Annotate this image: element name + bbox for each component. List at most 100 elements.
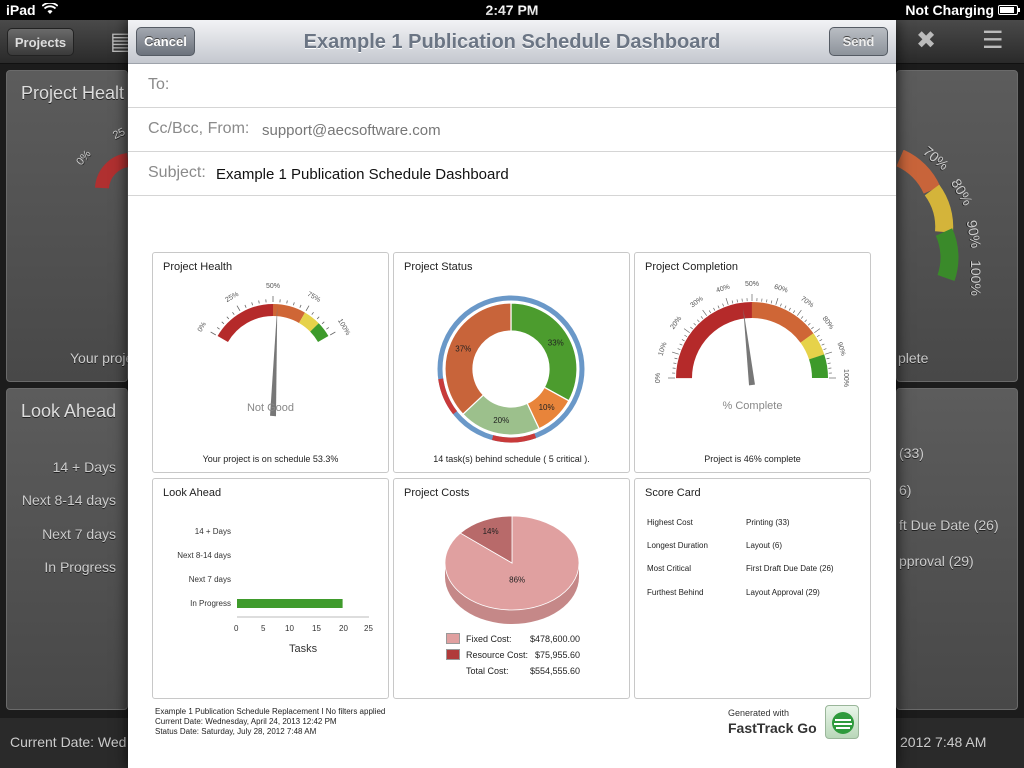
gauge-tick (684, 334, 688, 338)
status-donut: 33% 10% 20% 37% (437, 295, 585, 443)
gauge-zone (298, 312, 319, 332)
bg-look-ahead-row: 14 + Days (52, 459, 116, 475)
project-status-card: Project Status 33% 10% 20% 37% 14 task(s) b… (393, 252, 630, 473)
gauge-tick (293, 302, 295, 306)
gauge-tick (702, 309, 708, 316)
bg-panel-completion (896, 70, 1018, 382)
donut-label: 37% (455, 344, 471, 353)
look-ahead-tick: 0 (234, 624, 239, 633)
gauge-zone (808, 354, 828, 379)
gauge-tick (326, 327, 330, 330)
gauge-label: 70% (799, 295, 814, 309)
gauge-tick (811, 326, 814, 330)
bg-score-row: ft Due Date (26) (899, 517, 999, 533)
gauge-zone (217, 304, 274, 343)
look-ahead-chart (237, 599, 369, 618)
gauge-tick (690, 326, 693, 330)
card-caption: Project is 46% complete (704, 454, 801, 464)
gauge-zone (676, 302, 753, 379)
gauge-tick (696, 319, 700, 323)
pie-slice (444, 515, 580, 611)
legend-label: Resource Cost: (466, 650, 529, 660)
gauge-label: 40% (715, 284, 730, 295)
gauge-tick (722, 303, 724, 307)
gauge-tick (804, 319, 808, 323)
donut-label: 33% (548, 339, 564, 348)
gauge-tick (681, 339, 685, 342)
projects-button[interactable]: Projects (7, 28, 74, 56)
send-button[interactable]: Send (829, 27, 888, 56)
bg-look-ahead-row: Next 8-14 days (21, 492, 116, 508)
bg-panel-score-card (896, 388, 1018, 710)
score-card: Score Card Highest Cost Printing (33) Lo… (634, 478, 871, 699)
gauge-label: 75% (306, 291, 322, 304)
gauge-tick (258, 300, 260, 304)
gauge-label: 50% (266, 283, 280, 290)
gauge-tick (780, 303, 782, 307)
look-ahead-bar (237, 599, 343, 608)
report-footer-line: Status Date: Saturday, July 28, 2012 7:4… (155, 727, 317, 736)
fasttrack-logo-icon (825, 705, 859, 739)
brand-generated-with: Generated with (728, 708, 790, 718)
gauge-tick (766, 299, 768, 303)
cc-value: support@aecsoftware.com (262, 122, 441, 139)
gauge-tick (251, 302, 253, 306)
gauge-tick (788, 307, 791, 311)
gauge-label: 100% (336, 318, 351, 337)
gauge-tick (210, 331, 217, 336)
gauge-tick (286, 300, 288, 304)
brand-name: FastTrack Go (728, 720, 817, 736)
document-icon[interactable]: ▤ (110, 28, 133, 55)
battery-status: Not Charging (905, 2, 994, 18)
gauge-tick (232, 311, 235, 315)
gauge-tick (736, 299, 738, 303)
legend-swatch (446, 649, 460, 660)
card-title: Project Health (163, 261, 233, 273)
cancel-button[interactable]: Cancel (136, 27, 195, 56)
bg-panel-project-health (6, 70, 128, 382)
cc-field[interactable]: Cc/Bcc, From: support@aecsoftware.com (128, 108, 896, 152)
gauge-tick (674, 357, 678, 360)
gauge-tick (329, 331, 336, 336)
pie-label: 14% (483, 527, 499, 536)
bg-panel-look-ahead (6, 388, 128, 710)
look-ahead-tick: 15 (312, 624, 321, 633)
dashboard-icon[interactable]: ☰ (982, 27, 1004, 54)
donut-slice (444, 302, 512, 416)
tools-icon[interactable]: ✖ (916, 27, 937, 54)
report-footer-line: Current Date: Wednesday, April 24, 2013 … (155, 717, 337, 726)
to-field[interactable]: To: (128, 64, 896, 108)
donut-label: 10% (539, 403, 555, 412)
gauge-tick (677, 348, 681, 350)
bg-look-ahead-row: In Progress (44, 559, 116, 575)
gauge-label: 20% (669, 315, 683, 330)
pie-slice (459, 515, 513, 564)
gauge-tick (792, 310, 796, 314)
bg-panel-title: Project Healt (21, 83, 125, 103)
health-gauge: 0% 25% 50% 75% 100% (197, 283, 351, 417)
card-title: Look Ahead (163, 487, 222, 499)
gauge-needle (743, 308, 755, 386)
battery-icon (998, 5, 1020, 15)
gauge-tick (713, 307, 716, 311)
card-title: Score Card (645, 487, 701, 499)
gauge-tick (305, 305, 310, 312)
look-ahead-tick: 10 (285, 624, 294, 633)
gauge-tick (725, 298, 729, 305)
fasttrack-brand: Generated with FastTrack Go (728, 705, 864, 742)
gauge-tick (814, 328, 821, 334)
gauge-tick (775, 298, 779, 305)
subject-field[interactable]: Subject: Example 1 Publication Schedule … (128, 152, 896, 196)
bg-gauge (896, 150, 959, 281)
gauge-label: 90% (835, 341, 846, 356)
project-costs-card: Project Costs 86% 14% Fixed Cost: $478,60… (393, 478, 630, 699)
bg-gauge (95, 153, 128, 189)
gauge-tick (693, 322, 697, 326)
gauge-tick (311, 311, 314, 315)
bg-footer-left: Current Date: Wed (10, 734, 127, 750)
score-label: Longest Duration (647, 541, 708, 550)
bg-score-row: 6) (899, 482, 912, 498)
look-ahead-card: Look Ahead 14 + Days Next 8-14 days Next… (152, 478, 389, 699)
card-caption: 14 task(s) behind schedule ( 5 critical … (433, 454, 590, 464)
gauge-label: 0% (655, 373, 662, 383)
